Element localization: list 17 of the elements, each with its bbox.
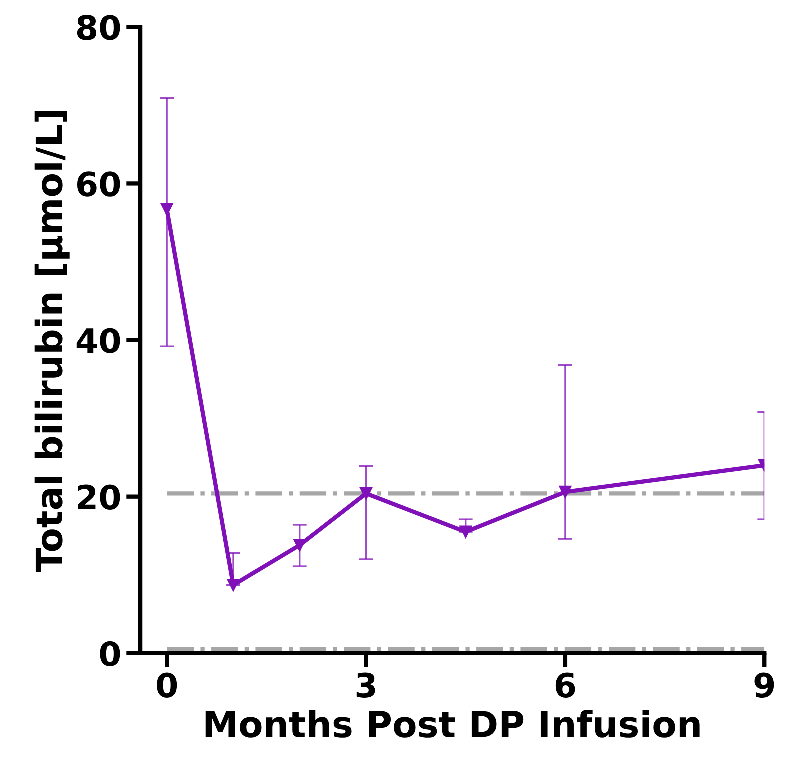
x-tick-label: 6	[556, 672, 576, 698]
point	[559, 486, 572, 498]
y-tick-label: 20	[78, 484, 120, 510]
point	[160, 203, 174, 216]
y-tick-label: 80	[77, 15, 120, 40]
y-tick-label: 40	[76, 328, 120, 354]
x-axis-title: Months Post DP Infusion	[206, 710, 700, 738]
point	[227, 579, 240, 592]
point	[294, 539, 306, 552]
y-tick-label: 60	[77, 172, 120, 197]
point	[360, 487, 373, 500]
y-axis-title: Total bilirubin [μmol/L]	[34, 110, 70, 573]
x-tick-label: 9	[754, 672, 774, 698]
x-tick-label: 3	[356, 672, 376, 698]
x-tick-label: 0	[157, 672, 178, 698]
point	[460, 526, 472, 538]
y-tick-label: 0	[100, 641, 120, 667]
